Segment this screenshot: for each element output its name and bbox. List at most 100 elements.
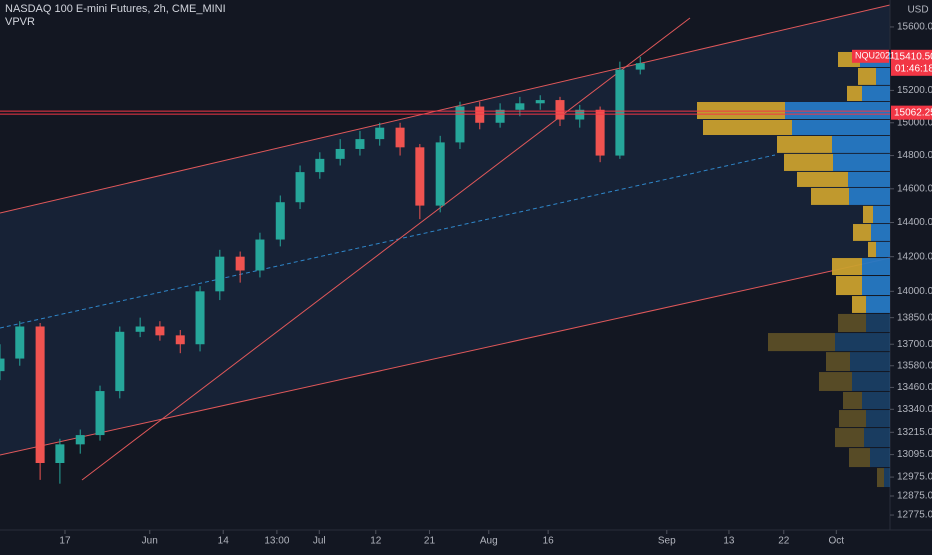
candle-body xyxy=(515,103,525,110)
candle-body xyxy=(335,148,345,159)
candle-body xyxy=(595,109,605,156)
profile-down xyxy=(843,391,862,410)
currency-label: USD xyxy=(907,5,928,16)
candle-body xyxy=(295,172,305,203)
channel-fill xyxy=(0,5,890,455)
candle-body xyxy=(455,106,465,143)
profile-down xyxy=(877,468,884,488)
x-tick-label: Sep xyxy=(658,536,676,547)
channel-lower xyxy=(0,257,891,456)
profile-down xyxy=(784,153,833,171)
x-tick-label: 13 xyxy=(723,536,735,547)
profile-down xyxy=(863,205,873,224)
x-tick-label: Oct xyxy=(829,536,845,547)
y-tick-label: 12875.00 xyxy=(897,491,932,502)
profile-down xyxy=(768,333,835,352)
candle-body xyxy=(375,127,385,140)
countdown: 01:46:18 xyxy=(895,63,932,74)
profile-up xyxy=(873,205,890,224)
profile-up xyxy=(862,258,890,276)
profile-up xyxy=(832,135,890,153)
profile-up xyxy=(862,276,890,296)
candle-body xyxy=(0,358,5,372)
candle-body xyxy=(415,147,425,206)
profile-down xyxy=(797,171,848,187)
profile-down xyxy=(703,119,792,135)
profile-up xyxy=(792,119,890,135)
y-tick-label: 13095.00 xyxy=(897,449,932,460)
profile-down xyxy=(811,187,849,205)
x-tick-label: 13:00 xyxy=(264,536,289,547)
symbol-label: NQU2021 xyxy=(855,51,895,61)
x-tick-label: 22 xyxy=(778,536,790,547)
y-tick-label: 13340.00 xyxy=(897,404,932,415)
profile-up xyxy=(871,224,890,241)
candles xyxy=(0,56,645,484)
candle-body xyxy=(275,202,285,240)
candle-body xyxy=(235,256,245,271)
candle-body xyxy=(495,109,505,123)
y-tick-label: 14000.00 xyxy=(897,286,932,297)
profile-down xyxy=(868,241,876,258)
x-tick-label: 14 xyxy=(218,536,230,547)
y-tick-label: 12775.00 xyxy=(897,510,932,521)
candle-body xyxy=(635,63,645,70)
candle-body xyxy=(115,331,125,392)
y-tick-label: 15000.00 xyxy=(897,117,932,128)
candle-body xyxy=(315,158,325,173)
candle-body xyxy=(355,139,365,149)
x-tick-label: Jun xyxy=(142,536,158,547)
y-tick-label: 15200.00 xyxy=(897,85,932,96)
y-tick-label: 15600.00 xyxy=(897,22,932,33)
candle-body xyxy=(55,444,65,464)
profile-up xyxy=(862,85,890,102)
candle-body xyxy=(215,256,225,292)
profile-down xyxy=(697,102,785,119)
profile-up xyxy=(852,372,890,391)
indicator-label: VPVR xyxy=(5,16,35,28)
profile-down xyxy=(832,258,862,276)
candle-body xyxy=(135,326,145,332)
y-tick-label: 13700.00 xyxy=(897,339,932,350)
candle-body xyxy=(615,69,625,156)
y-tick-label: 13215.00 xyxy=(897,427,932,438)
last-price-label: 15410.50 xyxy=(894,51,932,62)
profile-down xyxy=(838,313,866,333)
profile-up xyxy=(835,333,890,352)
candle-body xyxy=(395,127,405,148)
y-tick-label: 14400.00 xyxy=(897,217,932,228)
profile-down xyxy=(839,410,866,428)
volume-profile xyxy=(697,51,890,488)
y-tick-label: 14600.00 xyxy=(897,183,932,194)
profile-up xyxy=(849,187,890,205)
profile-up xyxy=(866,313,890,333)
channel-upper xyxy=(0,4,891,214)
x-tick-label: 17 xyxy=(59,536,71,547)
y-tick-label: 13580.00 xyxy=(897,360,932,371)
x-tick-label: Jul xyxy=(313,536,326,547)
profile-up xyxy=(862,391,890,410)
profile-up xyxy=(848,171,890,187)
y-tick-label: 14200.00 xyxy=(897,251,932,262)
profile-down xyxy=(849,448,870,468)
symbol-tag xyxy=(852,49,889,63)
candle-body xyxy=(475,106,485,123)
candle-body xyxy=(555,100,565,120)
candle-body xyxy=(15,326,25,359)
profile-up xyxy=(833,153,890,171)
x-tick-label: 12 xyxy=(370,536,382,547)
candle-body xyxy=(75,435,85,445)
y-tick-label: 12975.00 xyxy=(897,472,932,483)
profile-down xyxy=(777,135,832,153)
last-price-tag xyxy=(891,49,932,76)
y-tick-label: 13460.00 xyxy=(897,382,932,393)
profile-down xyxy=(826,352,850,372)
candle-body xyxy=(535,100,545,104)
profile-down xyxy=(835,428,864,448)
x-tick-label: 16 xyxy=(543,536,555,547)
profile-down xyxy=(858,68,876,85)
profile-down xyxy=(853,224,871,241)
profile-down xyxy=(852,296,866,313)
candle-body xyxy=(175,335,185,345)
profile-up xyxy=(866,410,890,428)
